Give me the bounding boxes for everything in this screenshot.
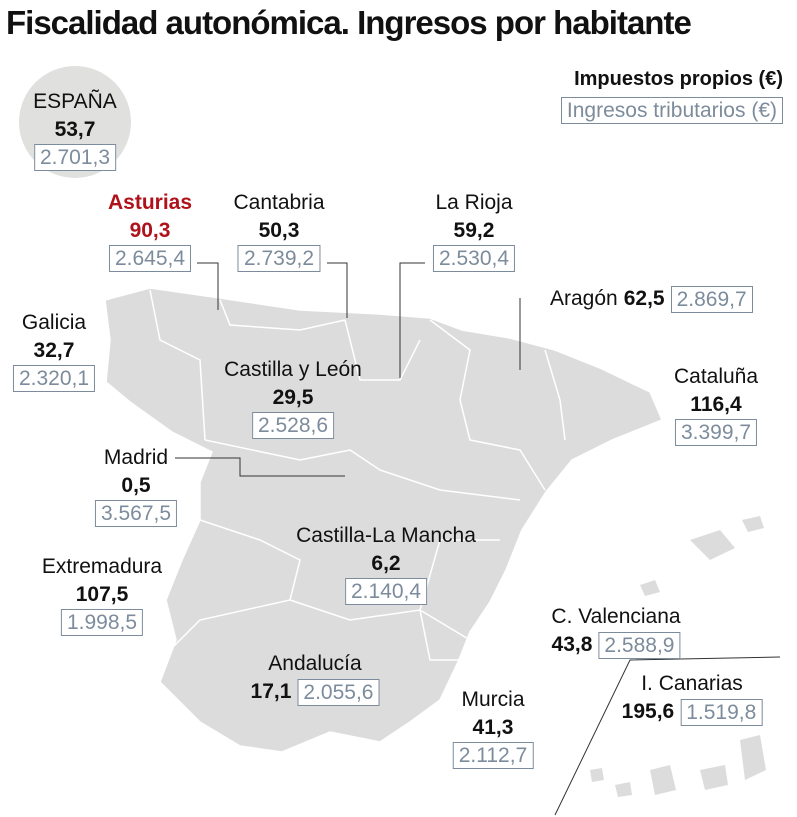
tax-revenue: 2.112,7 xyxy=(452,742,534,769)
region-label: Aragón 62,5 2.869,7 xyxy=(550,285,753,313)
region-name: Aragón xyxy=(550,287,618,310)
own-taxes: 107,5 xyxy=(75,583,129,606)
legend-tax-revenue: Ingresos tributarios (€) xyxy=(560,97,783,124)
legend: Impuestos propios (€) Ingresos tributari… xyxy=(560,68,783,124)
tax-revenue: 2.739,2 xyxy=(237,245,321,272)
region-name: ESPAÑA xyxy=(33,90,117,113)
region-name: Extremadura xyxy=(41,555,163,578)
region-name: Castilla-La Mancha xyxy=(296,524,476,547)
values-row: 43,8 2.588,9 xyxy=(552,631,681,659)
own-taxes: 32,7 xyxy=(33,339,75,362)
region-name: Andalucía xyxy=(268,652,362,675)
region-label: Castilla-La Mancha 6,2 2.140,4 xyxy=(296,522,476,605)
region-label: Cataluña 116,4 3.399,7 xyxy=(674,363,758,446)
own-taxes: 29,5 xyxy=(272,386,314,409)
region-name: Madrid xyxy=(103,446,169,469)
region-label: ESPAÑA 53,7 2.701,3 xyxy=(33,88,117,171)
region-name: I. Canarias xyxy=(641,672,743,695)
region-label: Murcia 41,3 2.112,7 xyxy=(452,686,534,769)
tax-revenue: 2.055,6 xyxy=(297,678,380,706)
legend-own-taxes: Impuestos propios (€) xyxy=(574,68,783,90)
own-taxes: 50,3 xyxy=(258,219,300,242)
region-label: Extremadura 107,5 1.998,5 xyxy=(42,553,162,636)
region-label: Castilla y León 29,5 2.528,6 xyxy=(224,356,362,439)
spain-mainland xyxy=(104,287,663,753)
region-label: C. Valenciana 43,8 2.588,9 xyxy=(551,603,681,659)
tax-revenue: 2.320,1 xyxy=(12,365,96,392)
tax-revenue: 3.567,5 xyxy=(94,500,178,527)
tax-revenue: 2.530,4 xyxy=(432,245,516,272)
tax-revenue: 2.140,4 xyxy=(344,578,428,605)
region-name: La Rioja xyxy=(435,191,513,214)
title: Fiscalidad autonómica. Ingresos por habi… xyxy=(6,4,692,41)
tax-revenue: 3.399,7 xyxy=(674,419,758,446)
region-name: Galicia xyxy=(21,311,87,334)
balearic-islands xyxy=(640,516,764,596)
region-name: Cataluña xyxy=(673,365,759,388)
region-label: Galicia 32,7 2.320,1 xyxy=(12,309,96,392)
own-taxes: 62,5 xyxy=(623,287,665,310)
own-taxes: 17,1 xyxy=(250,680,292,703)
region-label: La Rioja 59,2 2.530,4 xyxy=(432,189,516,272)
tax-revenue: 2.588,9 xyxy=(598,631,681,659)
own-taxes: 0,5 xyxy=(121,474,151,497)
region-name: C. Valenciana xyxy=(551,605,681,628)
values-row: 17,1 2.055,6 xyxy=(251,678,380,706)
tax-revenue: 2.701,3 xyxy=(33,144,117,171)
region-name: Asturias xyxy=(107,191,193,214)
tax-revenue: 1.519,8 xyxy=(680,698,763,726)
own-taxes: 59,2 xyxy=(453,219,495,242)
region-borders xyxy=(149,289,566,661)
tax-revenue: 2.645,4 xyxy=(108,245,192,272)
own-taxes: 6,2 xyxy=(371,552,401,575)
own-taxes: 43,8 xyxy=(551,633,593,656)
values-row: 195,6 1.519,8 xyxy=(622,698,763,726)
tax-revenue: 1.998,5 xyxy=(60,609,144,636)
own-taxes: 195,6 xyxy=(621,700,675,723)
tax-revenue: 2.528,6 xyxy=(251,412,335,439)
region-label: Asturias 90,3 2.645,4 xyxy=(108,189,192,272)
own-taxes: 53,7 xyxy=(54,118,96,141)
region-name: Murcia xyxy=(461,688,525,711)
own-taxes: 41,3 xyxy=(472,716,514,739)
region-label: Cantabria 50,3 2.739,2 xyxy=(233,189,325,272)
canary-islands xyxy=(590,735,766,797)
region-label: I. Canarias 195,6 1.519,8 xyxy=(622,670,763,726)
region-label: Madrid 0,5 3.567,5 xyxy=(94,444,178,527)
region-name: Castilla y León xyxy=(224,358,362,381)
own-taxes: 90,3 xyxy=(129,219,171,242)
own-taxes: 116,4 xyxy=(690,393,742,416)
region-label: Andalucía 17,1 2.055,6 xyxy=(251,650,380,706)
tax-revenue: 2.869,7 xyxy=(670,285,753,313)
leader-lines xyxy=(175,262,781,816)
region-name: Cantabria xyxy=(233,191,325,214)
